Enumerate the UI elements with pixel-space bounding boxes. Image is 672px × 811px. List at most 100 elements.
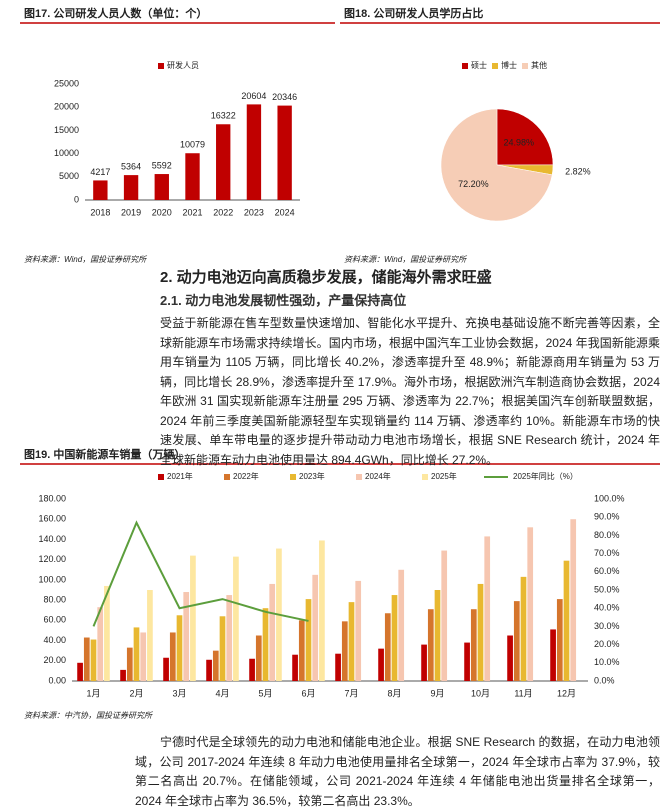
bar <box>93 180 108 200</box>
y2-tick-label: 50.0% <box>594 584 620 594</box>
bar <box>348 602 355 681</box>
y-tick-label: 180.00 <box>38 493 66 503</box>
y-tick-label: 100.00 <box>38 574 66 584</box>
legend-label: 硕士 <box>471 60 487 70</box>
bar <box>185 153 200 200</box>
bar <box>398 569 405 681</box>
bar <box>120 669 126 681</box>
bar <box>226 595 233 681</box>
data-label: 20346 <box>272 92 297 102</box>
bar <box>233 556 239 681</box>
y-tick-label: 10000 <box>54 148 79 158</box>
bar <box>319 540 325 681</box>
legend-swatch <box>522 63 528 69</box>
x-tick-label: 11月 <box>514 688 532 698</box>
legend-label: 其他 <box>531 60 547 70</box>
y2-tick-label: 90.0% <box>594 512 620 522</box>
y-tick-label: 60.00 <box>43 615 66 625</box>
source-note: 资料来源：Wind，国投证券研究所 <box>344 255 468 264</box>
legend-label: 2023年 <box>299 471 325 481</box>
paragraph: 宁德时代是全球领先的动力电池和储能电池企业。根据 SNE Research 的数… <box>135 735 660 808</box>
data-label: 2.82% <box>565 166 591 176</box>
x-tick-label: 2月 <box>129 688 143 698</box>
pie-slice <box>440 108 553 222</box>
bar <box>97 607 104 681</box>
paragraph: 受益于新能源在售车型数量快速增加、智能化水平提升、充换电基础设施不断完善等因素，… <box>160 316 660 467</box>
bar <box>169 632 176 681</box>
source-note: 资料来源：Wind，国投证券研究所 <box>24 255 148 264</box>
bar <box>140 632 147 681</box>
x-tick-label: 6月 <box>301 688 315 698</box>
legend-swatch <box>290 474 296 480</box>
x-tick-label: 2022 <box>213 207 233 217</box>
y2-tick-label: 20.0% <box>594 639 620 649</box>
bar <box>384 613 391 681</box>
x-tick-label: 4月 <box>215 688 229 698</box>
bar <box>133 627 140 681</box>
y2-tick-label: 30.0% <box>594 621 620 631</box>
bar <box>163 657 169 681</box>
y-tick-label: 0 <box>74 194 79 204</box>
y-tick-label: 160.00 <box>38 514 66 524</box>
legend-label: 2025年同比（%） <box>513 471 578 481</box>
bar <box>206 659 212 681</box>
bar <box>434 590 441 681</box>
y-tick-label: 25000 <box>54 78 79 88</box>
legend-swatch <box>158 474 164 480</box>
legend-label: 博士 <box>501 60 517 70</box>
bar <box>154 174 169 200</box>
data-label: 10079 <box>180 140 205 150</box>
bar <box>292 654 298 681</box>
bar <box>249 658 255 681</box>
bar <box>391 595 398 681</box>
y-tick-label: 0.00 <box>48 675 66 685</box>
legend-label: 2025年 <box>431 471 457 481</box>
bar <box>563 560 570 681</box>
y2-tick-label: 80.0% <box>594 530 620 540</box>
y-tick-label: 80.00 <box>43 594 66 604</box>
bar <box>513 601 520 681</box>
data-label: 24.98% <box>503 138 534 148</box>
subsection-heading: 2.1. 动力电池发展韧性强劲，产量保持高位 <box>160 293 407 308</box>
x-tick-label: 10月 <box>471 688 490 698</box>
bar <box>427 609 434 681</box>
y2-tick-label: 10.0% <box>594 657 620 667</box>
data-label: 5592 <box>152 160 172 170</box>
legend-swatch <box>462 63 468 69</box>
legend-swatch <box>356 474 362 480</box>
y2-tick-label: 40.0% <box>594 603 620 613</box>
bar <box>277 105 292 200</box>
x-tick-label: 5月 <box>258 688 272 698</box>
y2-tick-label: 70.0% <box>594 548 620 558</box>
bar <box>212 650 219 681</box>
legend-swatch <box>492 63 498 69</box>
bar <box>298 620 305 681</box>
line <box>92 520 309 627</box>
bar <box>527 527 534 681</box>
y-tick-label: 15000 <box>54 125 79 135</box>
bar <box>176 615 183 681</box>
source-note: 资料来源：中汽协，国投证券研究所 <box>24 711 154 720</box>
data-label: 16322 <box>211 111 236 121</box>
y2-tick-label: 0.0% <box>594 675 615 685</box>
bar <box>470 609 477 681</box>
bar <box>269 583 276 681</box>
x-tick-label: 2018 <box>90 207 110 217</box>
chart-title: 图17. 公司研发人员人数（单位：个） <box>24 6 207 20</box>
x-tick-label: 2020 <box>152 207 172 217</box>
x-tick-label: 2019 <box>121 207 141 217</box>
bar <box>219 616 226 681</box>
legend-label: 2024年 <box>365 471 391 481</box>
x-tick-label: 1月 <box>86 688 100 698</box>
legend-label: 研发人员 <box>167 60 199 70</box>
y-tick-label: 5000 <box>59 171 79 181</box>
section-heading: 2. 动力电池迈向高质稳步发展，储能海外需求旺盛 <box>160 269 492 286</box>
bar <box>421 644 427 681</box>
bar <box>556 599 563 681</box>
data-label: 5364 <box>121 161 141 171</box>
bar <box>183 592 190 681</box>
x-tick-label: 2021 <box>182 207 202 217</box>
y-tick-label: 20000 <box>54 102 79 112</box>
y2-tick-label: 60.0% <box>594 566 620 576</box>
